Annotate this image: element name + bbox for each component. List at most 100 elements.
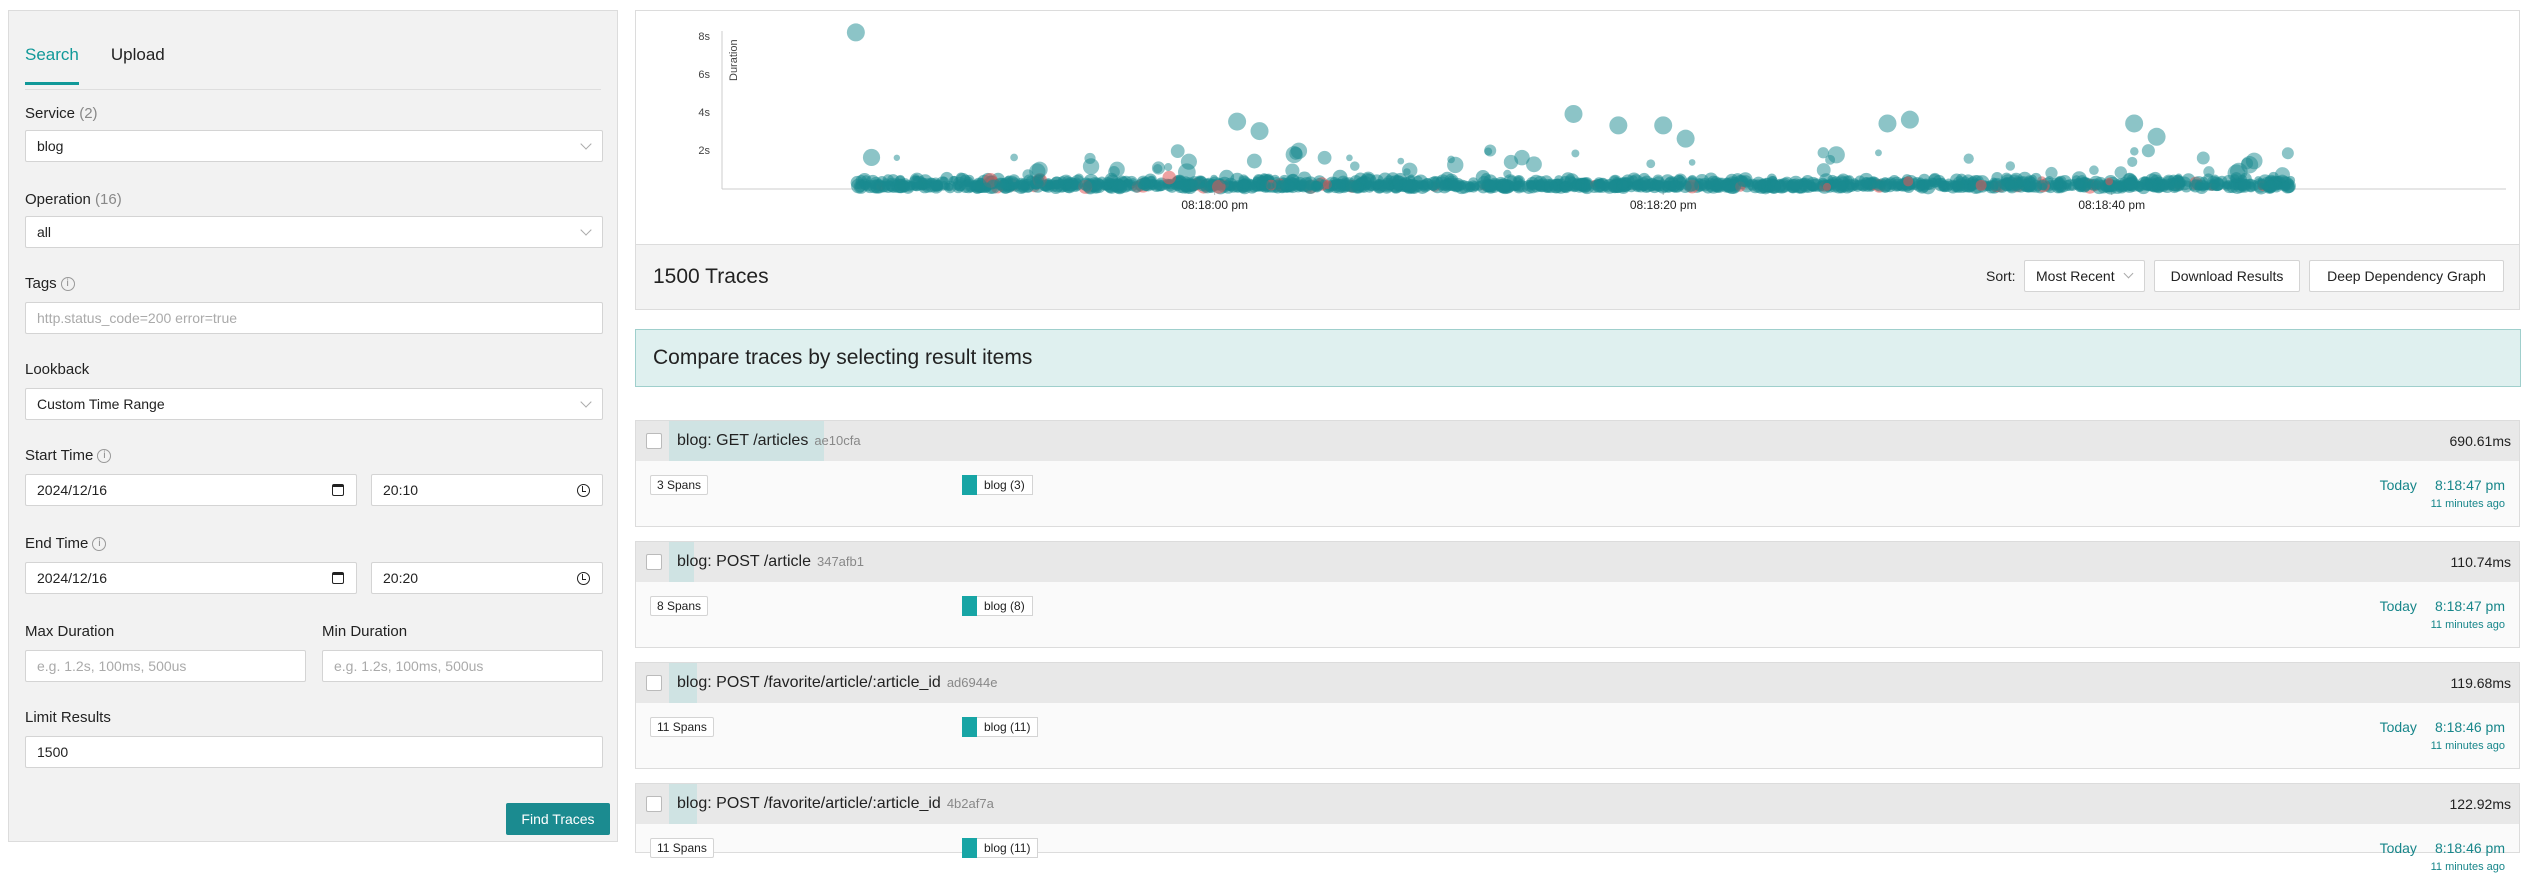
service-label-text: Service — [25, 105, 76, 122]
end-date-input[interactable]: 2024/12/16 — [25, 562, 357, 594]
trace-point — [850, 175, 864, 189]
sort-label: Sort: — [1986, 268, 2016, 284]
end-time-label-text: End Time — [25, 535, 89, 552]
limit-results-input[interactable]: 1500 — [25, 736, 603, 768]
tags-label: Tags i — [25, 275, 75, 292]
trace-point — [1399, 177, 1414, 191]
info-icon[interactable]: i — [60, 277, 75, 291]
service-color-swatch — [962, 475, 977, 495]
trace-relative-time: 11 minutes ago — [2430, 619, 2505, 631]
find-traces-button[interactable]: Find Traces — [506, 803, 610, 835]
trace-point — [1975, 179, 1987, 191]
trace-point — [1007, 174, 1021, 187]
trace-header[interactable]: blog: GET /articles ae10cfa 690.61ms — [636, 421, 2519, 461]
trace-checkbox[interactable] — [646, 796, 662, 812]
trace-point — [2270, 180, 2283, 193]
trace-point — [861, 181, 871, 191]
trace-point — [1609, 116, 1628, 135]
trace-start-time: Today 8:18:47 pm — [2380, 598, 2505, 614]
trace-point — [1257, 175, 1268, 186]
limit-results-label: Limit Results — [25, 709, 111, 726]
scatter-plot[interactable]: 2s 4s 6s 8s Duration 08:18:00 pm 08:18:20 pm 08… — [636, 11, 2519, 244]
max-duration-input[interactable]: e.g. 1.2s, 100ms, 500us — [25, 650, 306, 682]
trace-item[interactable]: blog: POST /favorite/article/:article_id… — [635, 783, 2520, 873]
trace-header[interactable]: blog: POST /favorite/article/:article_id… — [636, 784, 2519, 824]
trace-point — [1802, 179, 1812, 189]
trace-header[interactable]: blog: POST /favorite/article/:article_id… — [636, 663, 2519, 703]
trace-point — [2129, 175, 2138, 185]
y-tick-label: 6s — [698, 69, 710, 81]
trace-point — [1521, 180, 1536, 194]
span-count-badge: 8 Spans — [650, 596, 709, 616]
trace-point — [1228, 112, 1247, 131]
x-tick-label: 08:18:00 pm — [1181, 198, 1248, 212]
trace-checkbox[interactable] — [646, 554, 662, 570]
start-time-input[interactable]: 20:10 — [371, 474, 603, 506]
trace-checkbox[interactable] — [646, 433, 662, 449]
trace-item[interactable]: blog: POST /favorite/article/:article_id… — [635, 662, 2520, 769]
trace-point — [1903, 176, 1914, 187]
trace-point — [1290, 142, 1308, 160]
end-time-input[interactable]: 20:20 — [371, 562, 603, 594]
info-icon[interactable]: i — [97, 449, 112, 463]
operation-select[interactable]: all — [25, 216, 603, 248]
sort-select[interactable]: Most Recent — [2024, 260, 2145, 292]
tags-input[interactable]: http.status_code=200 error=true — [25, 302, 603, 334]
tab-search[interactable]: Search — [25, 45, 79, 85]
trace-point — [1571, 149, 1580, 158]
trace-point — [1280, 182, 1290, 192]
trace-point — [930, 180, 942, 192]
y-tick-label: 2s — [698, 145, 710, 157]
trace-point — [1071, 179, 1083, 191]
trace-point — [1030, 176, 1044, 190]
trace-item[interactable]: blog: POST /article 347afb1 110.74ms 8 Sp… — [635, 541, 2520, 648]
trace-point — [1151, 161, 1166, 175]
trace-point — [1928, 172, 1942, 186]
service-select[interactable]: blog — [25, 130, 603, 162]
service-tag: blog (11) — [962, 717, 1039, 737]
trace-header[interactable]: blog: POST /article 347afb1 110.74ms — [636, 542, 2519, 582]
clock-icon[interactable] — [577, 484, 590, 497]
chevron-down-icon — [580, 138, 592, 150]
trace-point — [994, 177, 1007, 191]
trace-item[interactable]: blog: GET /articles ae10cfa 690.61ms 3 Sp… — [635, 420, 2520, 527]
trace-point — [2210, 174, 2220, 184]
trace-title[interactable]: blog: GET /articles ae10cfa — [669, 421, 861, 461]
trace-relative-time: 11 minutes ago — [2430, 740, 2505, 752]
trace-title[interactable]: blog: POST /favorite/article/:article_id… — [669, 784, 994, 824]
trace-day: Today — [2379, 840, 2417, 856]
trace-point — [1439, 180, 1450, 191]
service-tag-label: blog (11) — [977, 838, 1039, 858]
trace-point — [1173, 181, 1184, 192]
calendar-icon[interactable] — [332, 572, 344, 584]
trace-point — [2196, 151, 2210, 165]
trace-scatter-chart[interactable]: 2s 4s 6s 8s Duration 08:18:00 pm 08:18:20 pm 08… — [635, 10, 2520, 245]
trace-relative-time: 11 minutes ago — [2430, 498, 2505, 510]
trace-point — [1403, 168, 1411, 176]
trace-title[interactable]: blog: POST /favorite/article/:article_id… — [669, 663, 997, 703]
trace-point — [2028, 174, 2037, 184]
trace-point — [1285, 163, 1300, 178]
tab-upload[interactable]: Upload — [110, 45, 165, 64]
trace-point — [2089, 165, 2099, 176]
deep-dependency-graph-button[interactable]: Deep Dependency Graph — [2309, 260, 2504, 292]
download-results-button[interactable]: Download Results — [2154, 260, 2300, 292]
trace-point — [2033, 182, 2043, 192]
trace-point — [1991, 171, 2003, 184]
x-tick-label: 08:18:40 pm — [2078, 198, 2145, 212]
lookback-value: Custom Time Range — [37, 396, 165, 412]
start-time-label-text: Start Time — [25, 447, 94, 464]
lookback-select[interactable]: Custom Time Range — [25, 388, 603, 420]
trace-title[interactable]: blog: POST /article 347afb1 — [669, 542, 864, 582]
clock-icon[interactable] — [577, 572, 590, 585]
min-duration-label: Min Duration — [322, 623, 408, 640]
trace-id: 4b2af7a — [946, 796, 994, 811]
min-duration-input[interactable]: e.g. 1.2s, 100ms, 500us — [322, 650, 603, 682]
trace-point — [914, 181, 924, 191]
trace-checkbox[interactable] — [646, 675, 662, 691]
start-date-input[interactable]: 2024/12/16 — [25, 474, 357, 506]
trace-point — [1816, 163, 1831, 177]
trace-point — [1031, 161, 1048, 178]
calendar-icon[interactable] — [332, 484, 344, 496]
info-icon[interactable]: i — [92, 537, 107, 551]
